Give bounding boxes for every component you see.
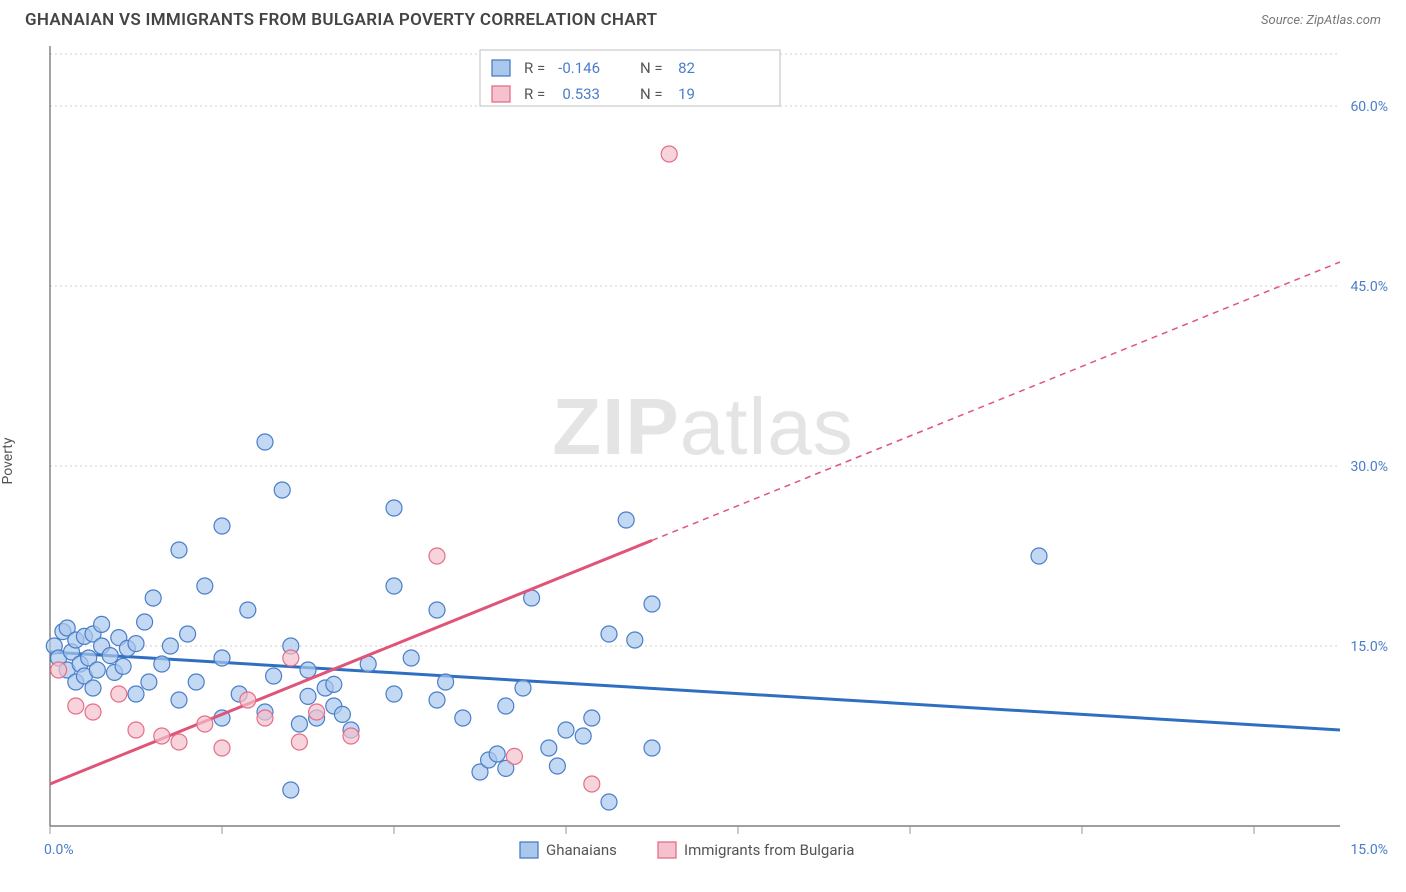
scatter-point [386,500,402,516]
scatter-point [300,688,316,704]
scatter-point [601,794,617,810]
trend-line-dashed [652,262,1340,540]
scatter-point [197,578,213,594]
scatter-point [257,710,273,726]
scatter-point [644,596,660,612]
scatter-point [197,716,213,732]
scatter-point [558,722,574,738]
legend-r-label: R = [524,59,545,77]
scatter-point [162,638,178,654]
legend-swatch [492,86,510,102]
scatter-point [68,698,84,714]
scatter-point [274,482,290,498]
scatter-point [128,722,144,738]
scatter-point [51,662,67,678]
y-tick-label: 30.0% [1350,459,1388,475]
scatter-point [266,668,282,684]
y-tick-label: 15.0% [1350,639,1388,655]
scatter-point [257,434,273,450]
scatter-point [1031,548,1047,564]
x-tick-label: 0.0% [44,842,74,858]
scatter-point [515,680,531,696]
scatter-point [154,728,170,744]
scatter-point [240,692,256,708]
x-tick-label: 15.0% [1350,842,1388,858]
scatter-point [111,686,127,702]
scatter-point [128,636,144,652]
scatter-point [240,602,256,618]
scatter-point [618,512,634,528]
scatter-point [386,686,402,702]
scatter-point [403,650,419,666]
scatter-point [584,776,600,792]
scatter-point [627,632,643,648]
legend-n-label: N = [640,85,663,103]
scatter-point [214,740,230,756]
scatter-point [94,616,110,632]
scatter-point [283,650,299,666]
legend-n-value: 19 [678,85,695,103]
scatter-point [214,650,230,666]
y-tick-label: 45.0% [1350,279,1388,295]
chart-container: Poverty ZIPatlas 15.0%30.0%45.0%60.0%0.0… [0,36,1406,886]
scatter-point [601,626,617,642]
scatter-point [214,518,230,534]
legend-r-value: 0.533 [562,85,600,103]
scatter-point [489,746,505,762]
scatter-point [171,692,187,708]
legend-swatch [492,60,510,76]
scatter-point [575,728,591,744]
source-attribution: Source: ZipAtlas.com [1261,13,1381,28]
scatter-point [343,728,359,744]
scatter-point [291,734,307,750]
scatter-point [141,674,157,690]
scatter-point [180,626,196,642]
scatter-point [89,662,105,678]
scatter-point [549,758,565,774]
scatter-point [85,704,101,720]
scatter-point [661,146,677,162]
page-title: GHANAIAN VS IMMIGRANTS FROM BULGARIA POV… [25,10,657,30]
scatter-point [644,740,660,756]
bottom-legend-swatch [520,842,538,858]
scatter-point [334,706,350,722]
scatter-point [85,680,101,696]
scatter-point [438,674,454,690]
scatter-point [429,548,445,564]
scatter-point [102,648,118,664]
trend-line [50,540,652,784]
bottom-legend-label: Immigrants from Bulgaria [684,841,854,859]
scatter-point [541,740,557,756]
scatter-point [171,734,187,750]
scatter-point [154,656,170,672]
legend-r-value: -0.146 [558,59,600,77]
y-tick-label: 60.0% [1350,99,1388,115]
scatter-point [429,602,445,618]
scatter-point [326,676,342,692]
scatter-point [145,590,161,606]
bottom-legend-label: Ghanaians [546,841,617,859]
scatter-point [115,658,131,674]
scatter-point [300,662,316,678]
scatter-point [386,578,402,594]
scatter-point [506,748,522,764]
legend-r-label: R = [524,85,545,103]
scatter-point [498,698,514,714]
legend-n-label: N = [640,59,663,77]
scatter-point [455,710,471,726]
scatter-point [283,782,299,798]
bottom-legend-swatch [658,842,676,858]
scatter-point [188,674,204,690]
scatter-chart: 15.0% 30.0% 45.0% 60.0% 0.0% 15.0% R = -0.146 N … [0,36,1406,886]
scatter-point [171,542,187,558]
scatter-point [429,692,445,708]
scatter-point [584,710,600,726]
legend-n-value: 82 [678,59,695,77]
scatter-point [137,614,153,630]
title-bar: GHANAIAN VS IMMIGRANTS FROM BULGARIA POV… [0,0,1406,36]
scatter-point [128,686,144,702]
scatter-point [291,716,307,732]
scatter-point [309,704,325,720]
y-axis-label: Poverty [0,437,16,484]
